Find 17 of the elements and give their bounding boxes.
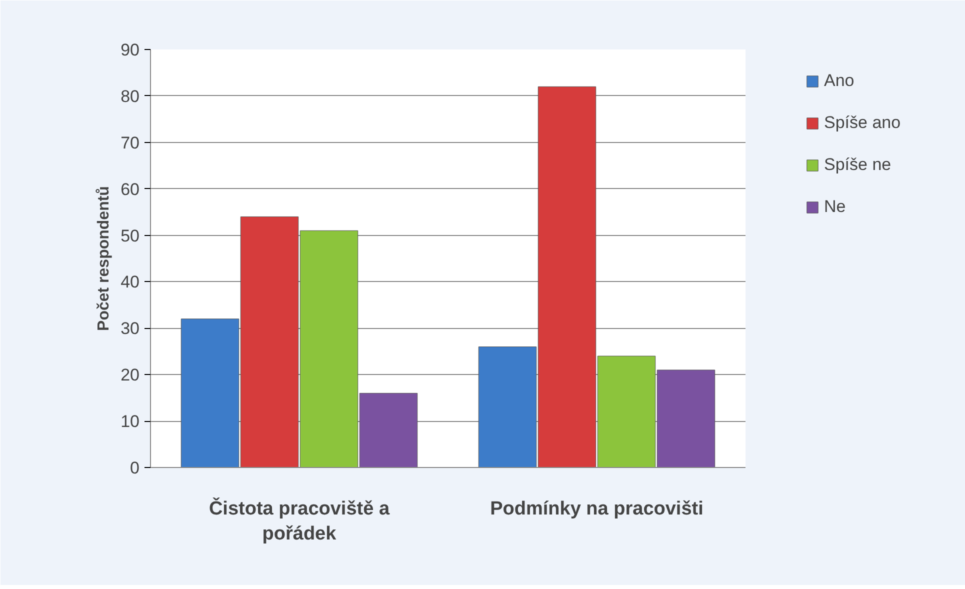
y-axis-title: Počet respondentů: [96, 186, 113, 331]
legend-label: Spíše ano: [824, 113, 901, 133]
x-tick-label: Čistota pracoviště a pořádek: [208, 496, 390, 545]
legend-label: Ano: [824, 71, 854, 91]
y-tick-label: 50: [120, 226, 140, 246]
y-tick-label: 0: [130, 458, 140, 478]
y-tick-label: 30: [120, 319, 140, 338]
y-tick-label: 90: [120, 40, 140, 60]
y-tick-label: 80: [120, 86, 140, 106]
y-tick-label: 10: [120, 412, 140, 432]
y-tick-label: 20: [120, 366, 140, 385]
legend-label: Ne: [824, 197, 846, 217]
x-tick-label: Podmínky na pracovišti: [490, 498, 704, 520]
y-tick-label: 40: [120, 272, 140, 292]
legend-label: Spíše ne: [824, 155, 892, 175]
y-tick-label: 70: [120, 133, 140, 152]
y-tick-label: 60: [120, 180, 140, 199]
